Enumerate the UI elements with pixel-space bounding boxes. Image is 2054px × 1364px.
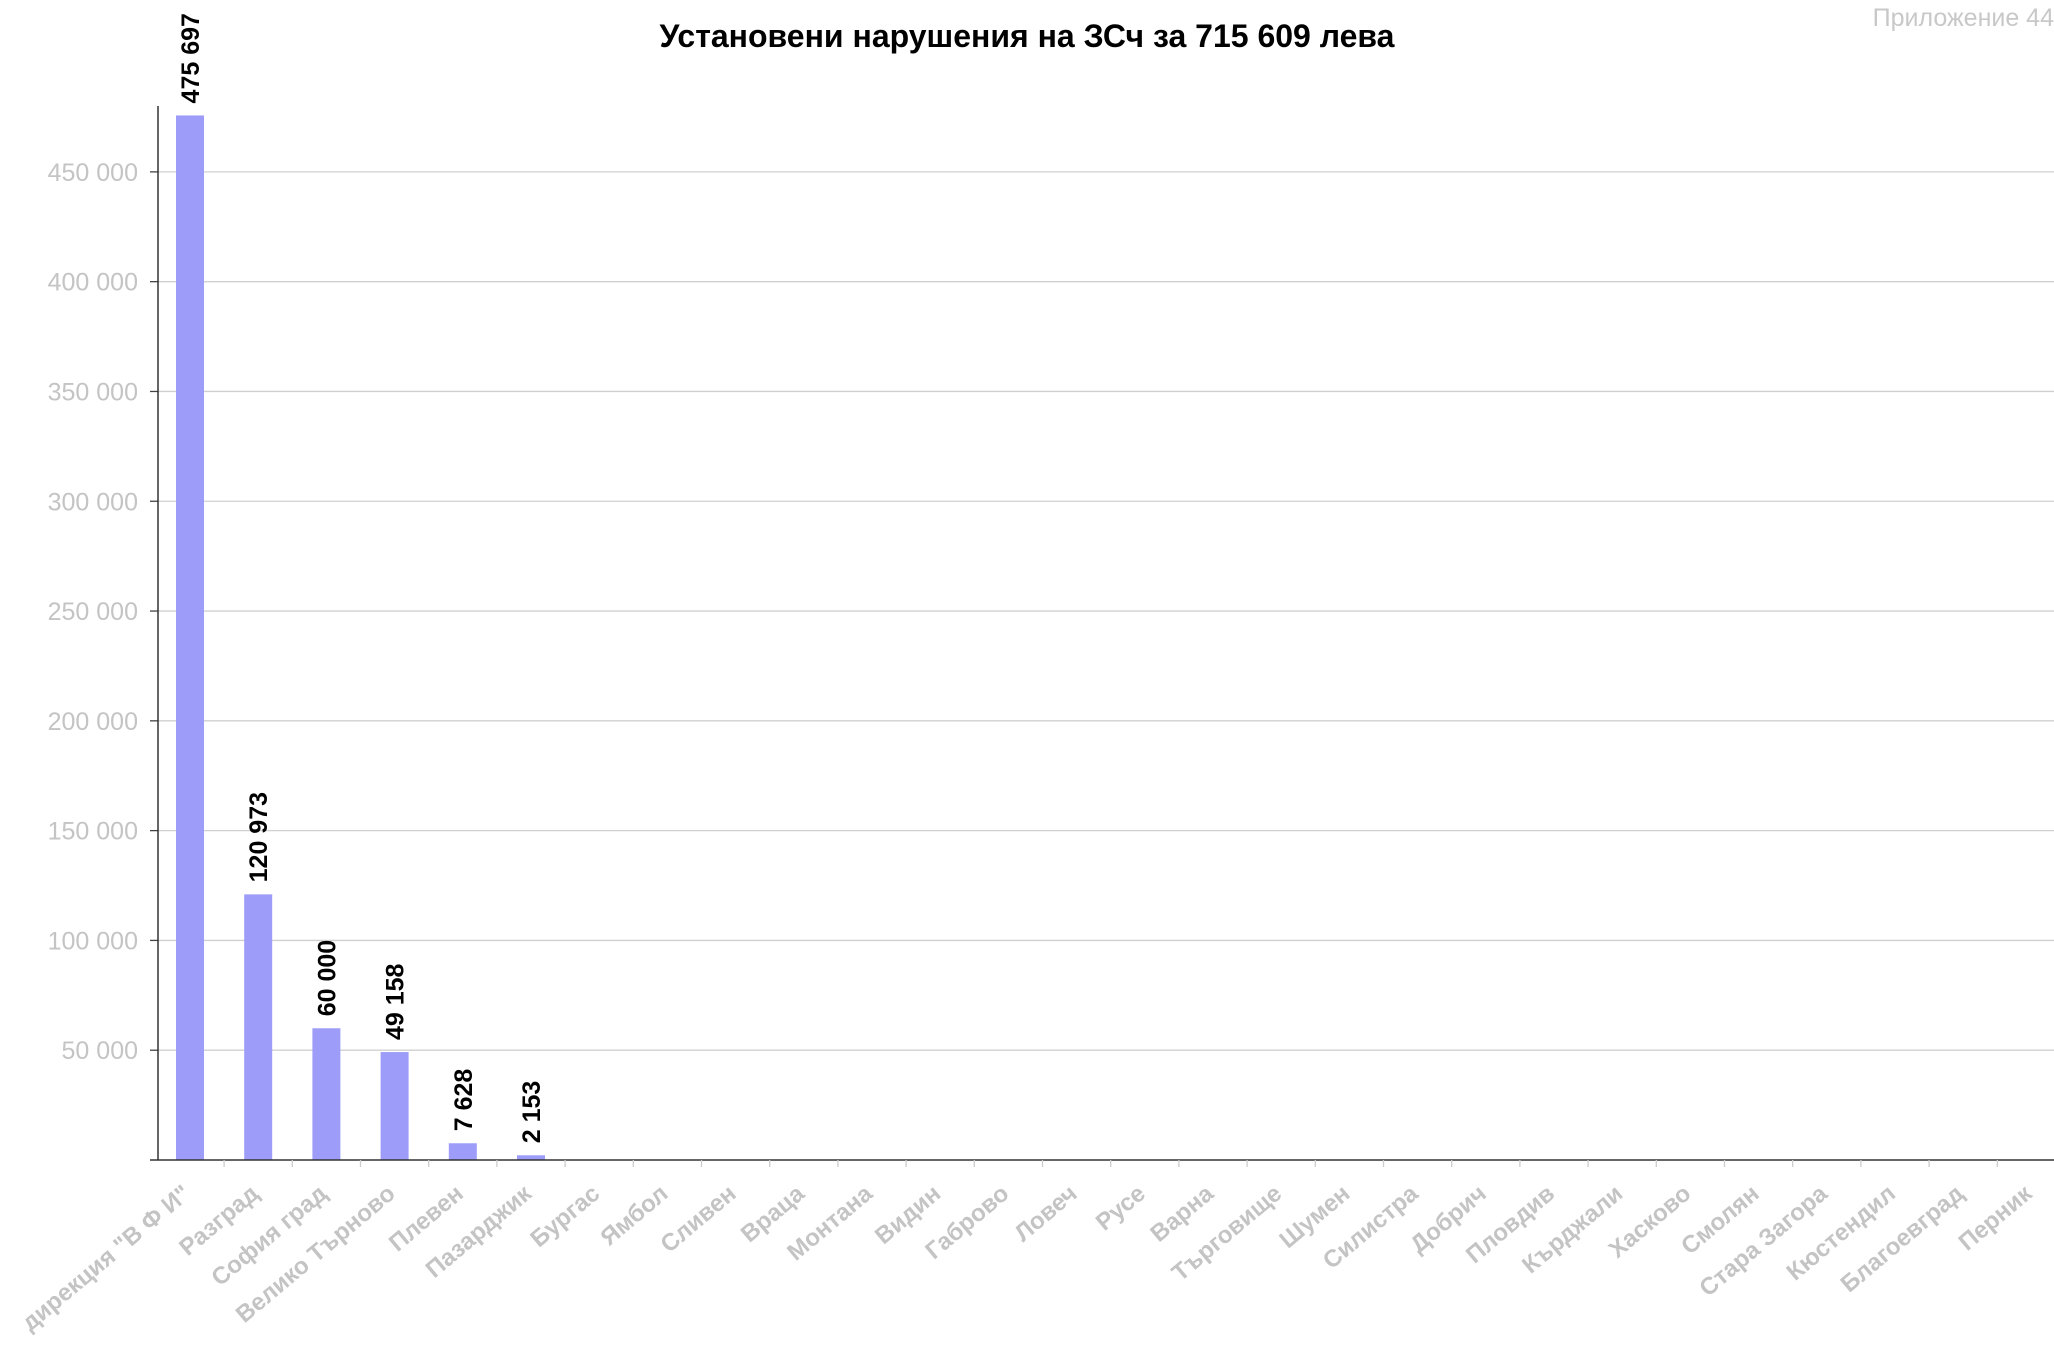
- y-tick-label: 400 000: [48, 269, 138, 297]
- y-tick-label: 450 000: [48, 159, 138, 187]
- x-tick-label: Бургас: [525, 1180, 605, 1253]
- chart-title: Установени нарушения на ЗСч за 715 609 л…: [659, 18, 1395, 54]
- x-tick-label: Перник: [1954, 1179, 2038, 1256]
- y-tick-label: 50 000: [62, 1037, 138, 1065]
- x-tick-label: Русе: [1091, 1180, 1151, 1236]
- bars: [176, 115, 545, 1160]
- data-labels: 475 697 120 973 60 000 49 158 7 628 2 153: [177, 13, 546, 1143]
- y-tick-label: 200 000: [48, 708, 138, 736]
- bar: [312, 1028, 341, 1160]
- x-tick-label: Благоевград: [1836, 1180, 1969, 1298]
- x-tick-label: Сливен: [655, 1180, 741, 1258]
- grid-lines: [158, 171, 2054, 1051]
- bar: [176, 115, 204, 1160]
- y-tick-label: 350 000: [48, 378, 138, 406]
- x-tick-label: дирекция "В Ф И": [17, 1180, 196, 1337]
- bar: [380, 1052, 409, 1160]
- y-tick-label: 300 000: [48, 488, 138, 516]
- annex-label: Приложение 44: [1872, 4, 2054, 32]
- bar: [448, 1143, 477, 1160]
- data-label: 2 153: [518, 1081, 546, 1144]
- bar: [517, 1155, 545, 1160]
- data-label: 7 628: [450, 1069, 478, 1132]
- y-tick-label: 100 000: [48, 927, 138, 955]
- data-label: 475 697: [177, 13, 205, 103]
- bar: [244, 894, 273, 1160]
- y-tick-label: 250 000: [48, 598, 138, 626]
- y-tick-label: 150 000: [48, 818, 138, 846]
- data-label: 120 973: [245, 792, 273, 882]
- data-label: 49 158: [382, 963, 410, 1040]
- x-tick-label: Ловеч: [1009, 1180, 1082, 1247]
- data-label: 60 000: [313, 940, 341, 1016]
